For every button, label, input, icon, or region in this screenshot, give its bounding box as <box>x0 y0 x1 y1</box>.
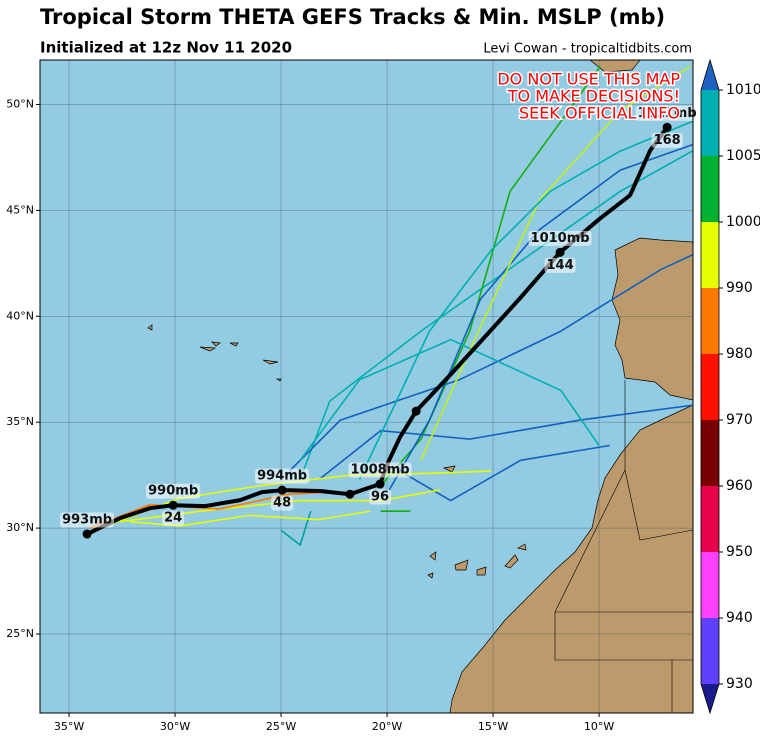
colorbar-label: 990 <box>726 280 753 296</box>
track-point <box>168 500 178 510</box>
x-tick-label: 30°W <box>160 720 190 733</box>
map-frame <box>39 59 694 714</box>
label-box <box>60 512 115 528</box>
colorbar-label: 970 <box>726 412 753 428</box>
land <box>147 60 693 713</box>
colorbar-segment <box>701 486 719 552</box>
ensemble-track <box>399 444 610 502</box>
label-box <box>528 230 592 246</box>
ensemble-track <box>288 254 693 472</box>
colorbar-segment <box>701 90 719 156</box>
warning-text: DO NOT USE THIS MAP <box>497 70 680 89</box>
ensemble-track <box>420 65 691 461</box>
colorbar-segment <box>701 420 719 486</box>
track-point <box>375 479 385 489</box>
track-label: 994mb <box>257 469 307 484</box>
label-box <box>651 132 683 148</box>
ensemble-track <box>299 338 600 461</box>
track-point <box>82 529 92 539</box>
colorbar-segment <box>701 156 719 222</box>
label-box <box>255 468 310 484</box>
colorbar-segment <box>701 288 719 354</box>
track-point <box>411 406 421 416</box>
track-label: 990mb <box>148 484 198 499</box>
track-label: 24 <box>164 511 182 526</box>
label-box <box>369 489 392 505</box>
track-label: 96 <box>371 490 389 505</box>
x-tick-label: 10°W <box>584 720 614 733</box>
title: Tropical Storm THETA GEFS Tracks & Min. … <box>40 5 665 29</box>
track-point <box>277 485 287 495</box>
track-label: 168 <box>654 133 681 148</box>
track-label: 48 <box>273 496 291 511</box>
colorbar-segment <box>701 354 719 420</box>
ensemble-track <box>89 491 330 529</box>
x-tick-label: 15°W <box>478 720 508 733</box>
label-box <box>271 495 294 511</box>
track-label: 993mb <box>62 513 112 528</box>
subtitle: Initialized at 12z Nov 11 2020 <box>40 39 292 57</box>
track-label: 1011mb <box>638 106 697 121</box>
colorbar-segment <box>701 618 719 684</box>
label-box <box>162 510 185 526</box>
colorbar-over <box>701 60 719 90</box>
label-box <box>146 483 201 499</box>
ensemble-track <box>299 150 693 480</box>
colorbar-label: 1005 <box>726 148 760 164</box>
track-point <box>662 122 672 132</box>
y-tick-label: 40°N <box>6 309 34 322</box>
track-label: 1010mb <box>531 231 590 246</box>
y-tick-label: 25°N <box>6 627 34 640</box>
warning-text: SEEK OFFICIAL INFO <box>519 104 680 123</box>
credit: Levi Cowan - tropicaltidbits.com <box>483 42 692 57</box>
ensemble-track <box>280 510 312 546</box>
label-box <box>635 105 699 121</box>
colorbar-segment <box>701 222 719 288</box>
label-box <box>348 462 412 478</box>
x-tick-label: 20°W <box>372 720 402 733</box>
colorbar-label: 950 <box>726 544 753 560</box>
colorbar-label: 1000 <box>726 214 760 230</box>
track-label: 144 <box>546 258 573 273</box>
colorbar-label: 1010 <box>726 82 760 98</box>
ensemble-track <box>358 120 693 480</box>
y-tick-label: 50°N <box>6 97 34 110</box>
colorbar-under <box>701 684 719 713</box>
track-point <box>555 247 565 257</box>
y-tick-label: 30°N <box>6 521 34 534</box>
y-tick-label: 45°N <box>6 203 34 216</box>
track-point <box>345 489 355 499</box>
colorbar-label: 980 <box>726 346 753 362</box>
ensemble-track <box>318 404 693 481</box>
warning-text: TO MAKE DECISIONS! <box>507 87 680 106</box>
track-label: 1008mb <box>351 463 410 478</box>
colorbar-segment <box>701 552 719 618</box>
y-tick-label: 35°N <box>6 415 34 428</box>
x-tick-label: 35°W <box>54 720 84 733</box>
colorbar-label: 940 <box>726 610 753 626</box>
colorbar-label: 930 <box>726 676 753 692</box>
label-box <box>544 257 576 273</box>
x-tick-label: 25°W <box>266 720 296 733</box>
colorbar-label: 960 <box>726 478 753 494</box>
